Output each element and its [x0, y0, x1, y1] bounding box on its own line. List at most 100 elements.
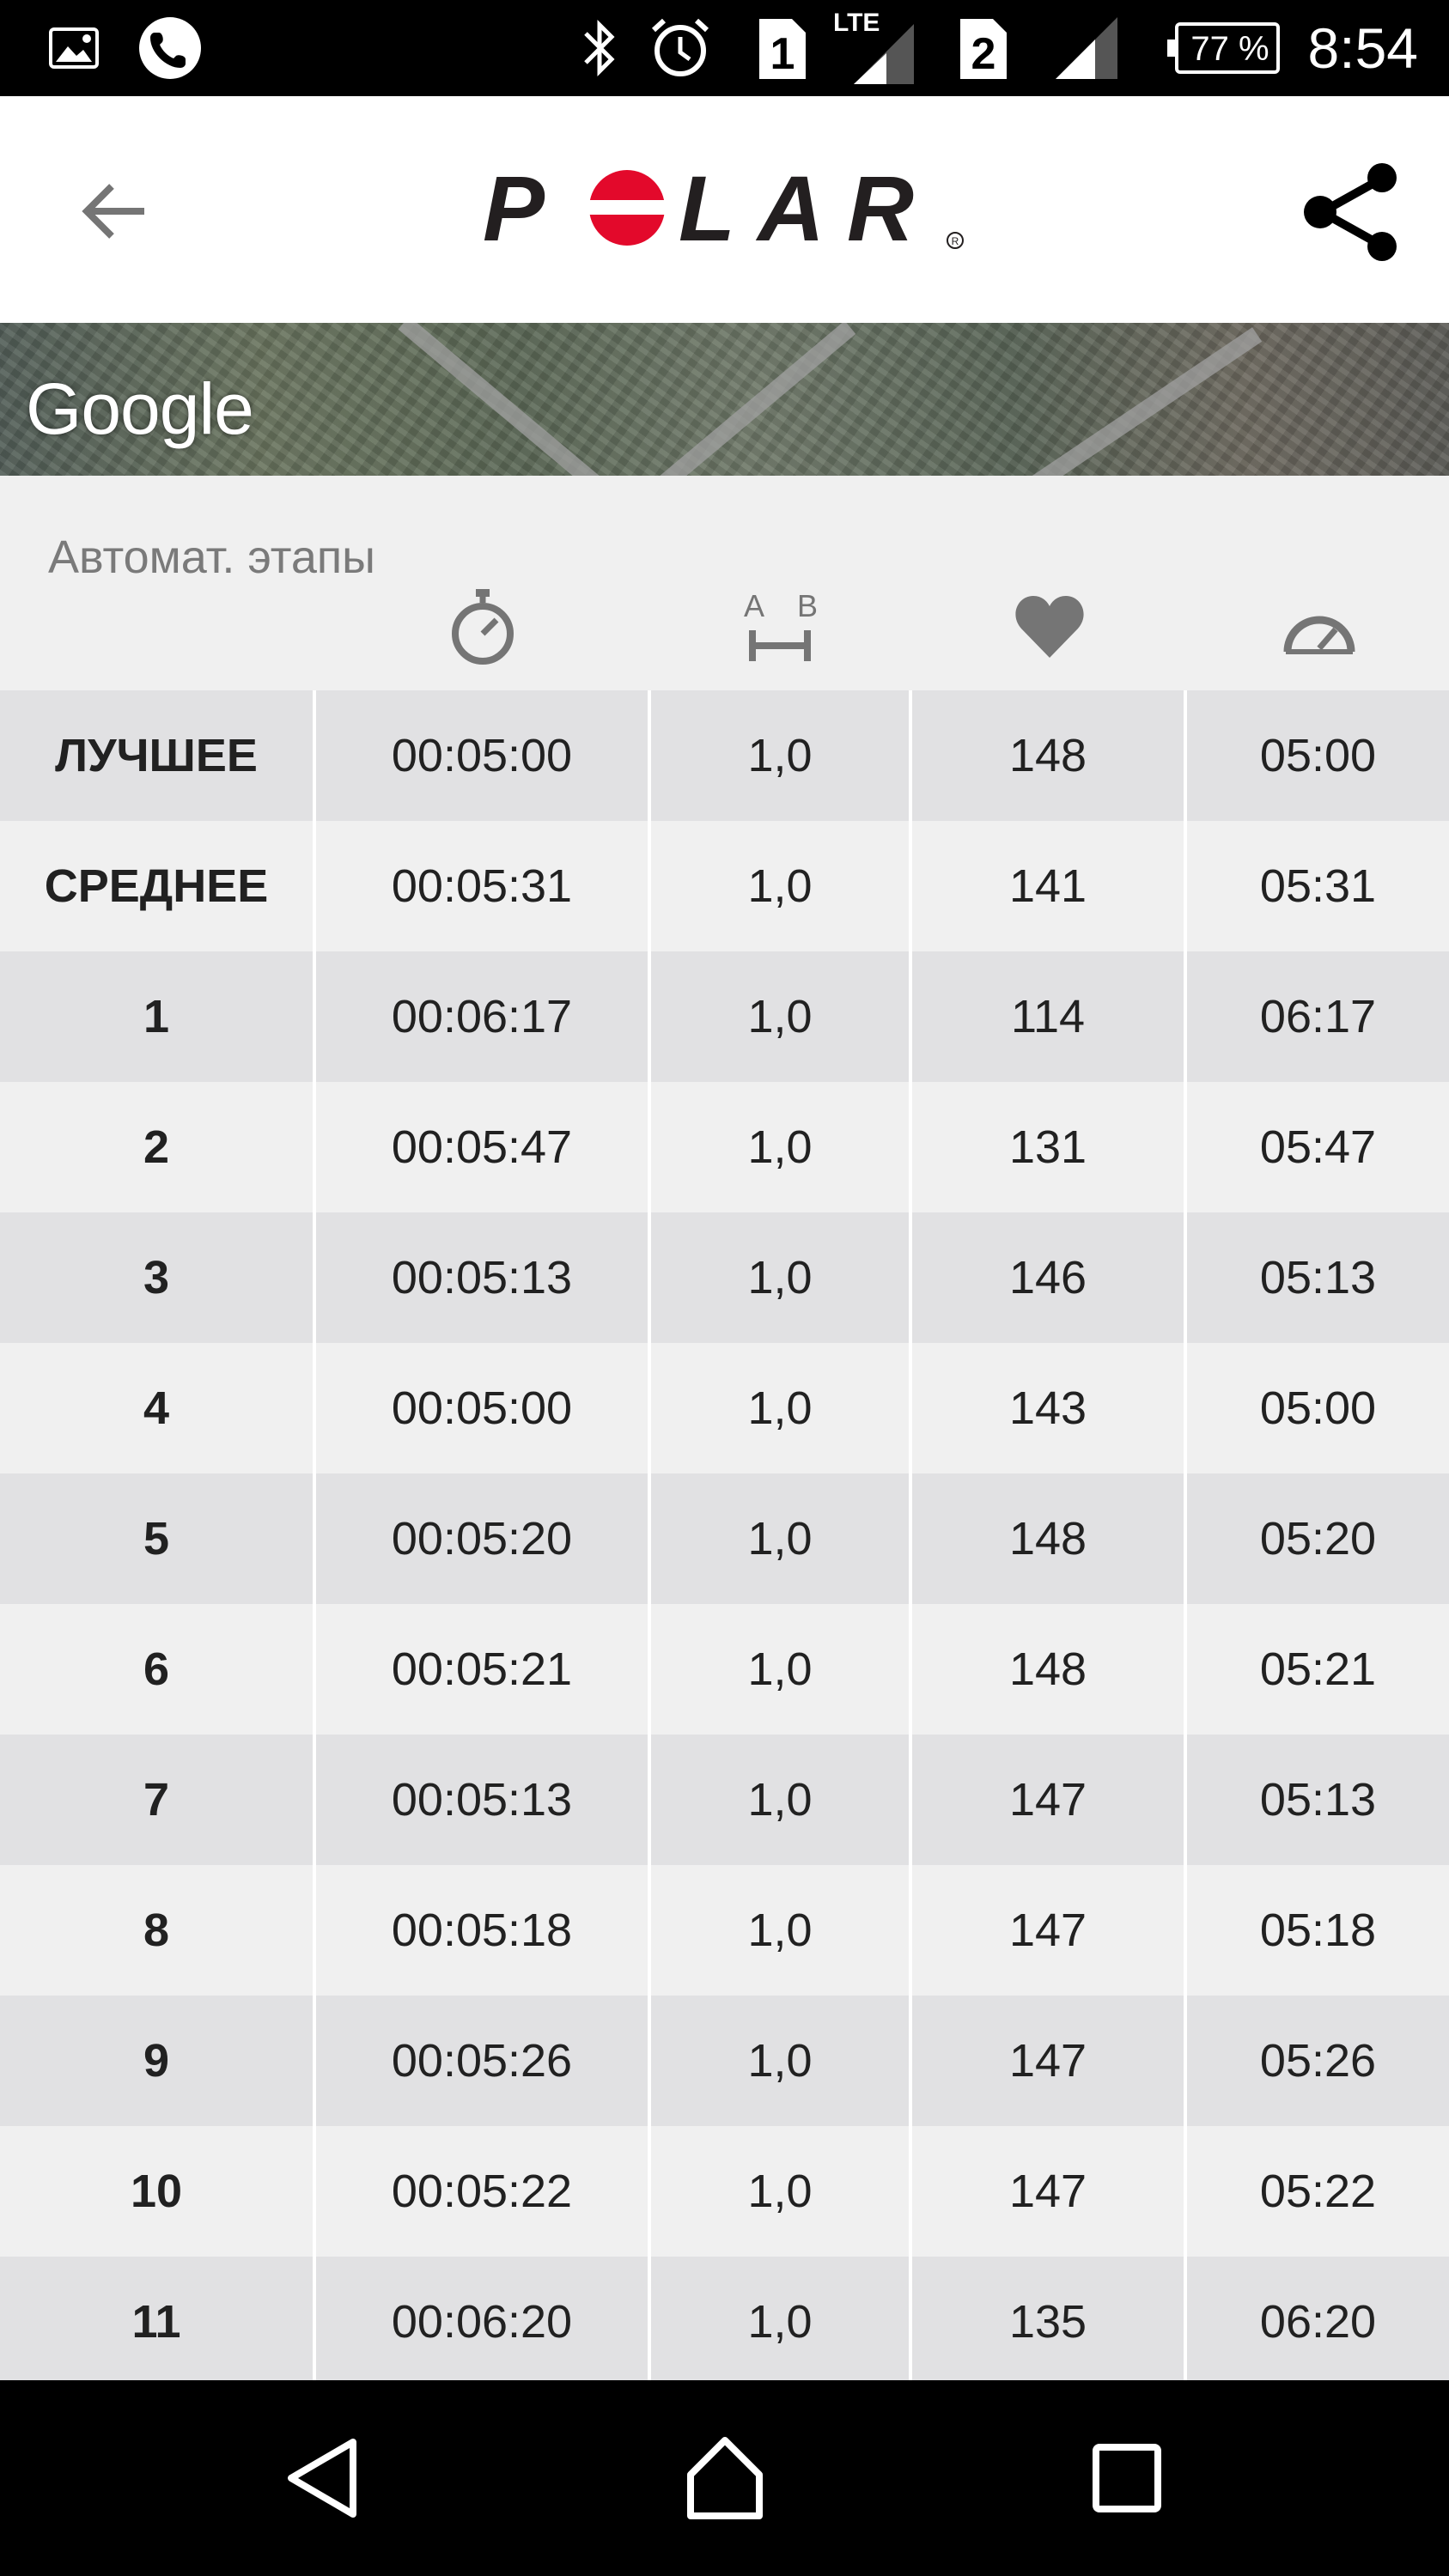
lap-pace: 05:13 — [1259, 1774, 1377, 1826]
battery-icon: 77 % — [1165, 0, 1282, 96]
lap-label: 7 — [143, 1774, 170, 1826]
lap-time: 00:05:18 — [391, 1905, 573, 1956]
column-divider — [909, 690, 912, 2380]
laps-table: ЛУЧШЕЕ 00:05:00 1,0 148 05:00 СРЕДНЕЕ 00:05:31… — [0, 690, 1449, 2387]
lap-time: 00:05:21 — [391, 1643, 573, 1695]
lap-heart-rate: 141 — [1008, 860, 1087, 912]
lap-time: 00:06:20 — [391, 2296, 573, 2348]
navigation-bar — [0, 2380, 1449, 2576]
nav-home-icon[interactable] — [639, 2380, 811, 2576]
column-divider — [1184, 690, 1187, 2380]
lap-label: 4 — [143, 1382, 170, 1434]
arrow-back-icon[interactable] — [69, 167, 158, 256]
lap-pace: 05:18 — [1259, 1905, 1377, 1956]
map-view[interactable]: Google — [0, 323, 1449, 476]
lap-time: 00:05:13 — [391, 1252, 573, 1303]
lap-time: 00:05:13 — [391, 1774, 573, 1826]
lap-distance: 1,0 — [747, 860, 813, 912]
bluetooth-icon — [574, 0, 625, 96]
table-row[interactable]: 9 00:05:26 1,0 147 05:26 — [0, 1996, 1449, 2126]
lap-heart-rate: 147 — [1008, 2035, 1087, 2087]
lap-distance: 1,0 — [747, 1774, 813, 1826]
signal-icon — [1048, 0, 1125, 96]
signal-icon: LTE — [830, 0, 916, 96]
lap-distance: 1,0 — [747, 730, 813, 781]
alarm-icon — [646, 0, 715, 96]
lap-heart-rate: 148 — [1008, 730, 1087, 781]
sim2-label: 2 — [971, 29, 996, 79]
lap-label: 9 — [143, 2035, 170, 2087]
table-row[interactable]: 2 00:05:47 1,0 131 05:47 — [0, 1082, 1449, 1212]
lap-pace: 05:22 — [1259, 2166, 1377, 2217]
polar-logo: P L A R R — [481, 156, 971, 260]
table-row[interactable]: СРЕДНЕЕ 00:05:31 1,0 141 05:31 — [0, 821, 1449, 951]
lap-pace: 05:20 — [1259, 1513, 1377, 1564]
lap-heart-rate: 146 — [1008, 1252, 1087, 1303]
stopwatch-icon — [316, 584, 649, 670]
lap-label: 8 — [143, 1905, 170, 1956]
gallery-icon — [48, 0, 100, 96]
sim1-icon: 1 — [756, 0, 809, 96]
svg-text:B: B — [797, 588, 818, 623]
phone-icon — [136, 0, 204, 96]
lap-distance: 1,0 — [747, 1905, 813, 1956]
table-row[interactable]: 3 00:05:13 1,0 146 05:13 — [0, 1212, 1449, 1343]
status-bar: 1 LTE 2 77 % 8:54 — [0, 0, 1449, 96]
lap-pace: 05:26 — [1259, 2035, 1377, 2087]
laps-title: Автомат. этапы — [48, 532, 375, 583]
lap-heart-rate: 114 — [1010, 991, 1086, 1042]
battery-level: 77 % — [1190, 30, 1269, 68]
table-row[interactable]: 4 00:05:00 1,0 143 05:00 — [0, 1343, 1449, 1473]
table-row[interactable]: 1 00:06:17 1,0 114 06:17 — [0, 951, 1449, 1082]
nav-recents-icon[interactable] — [1041, 2380, 1213, 2576]
lap-pace: 06:17 — [1259, 991, 1377, 1042]
lap-distance: 1,0 — [747, 2296, 813, 2348]
lap-heart-rate: 143 — [1008, 1382, 1087, 1434]
lap-pace: 05:21 — [1259, 1643, 1377, 1695]
svg-text:R: R — [847, 163, 914, 258]
lap-label: 11 — [131, 2296, 181, 2348]
clock: 8:54 — [1307, 16, 1418, 80]
table-row[interactable]: 11 00:06:20 1,0 135 06:20 — [0, 2257, 1449, 2387]
table-row[interactable]: 7 00:05:13 1,0 147 05:13 — [0, 1735, 1449, 1865]
table-row[interactable]: 10 00:05:22 1,0 147 05:22 — [0, 2126, 1449, 2257]
svg-text:R: R — [952, 235, 959, 247]
nav-back-icon[interactable] — [237, 2380, 409, 2576]
lap-distance: 1,0 — [747, 1513, 813, 1564]
lap-time: 00:05:20 — [391, 1513, 573, 1564]
svg-text:A: A — [755, 163, 825, 258]
table-row[interactable]: 6 00:05:21 1,0 148 05:21 — [0, 1604, 1449, 1735]
svg-text:P: P — [483, 163, 545, 258]
lap-pace: 05:00 — [1259, 730, 1377, 781]
heart-icon — [914, 584, 1185, 670]
lap-label: 3 — [143, 1252, 170, 1303]
lap-pace: 05:31 — [1259, 860, 1377, 912]
table-row[interactable]: 8 00:05:18 1,0 147 05:18 — [0, 1865, 1449, 1996]
lap-distance: 1,0 — [747, 2166, 813, 2217]
lap-time: 00:05:00 — [391, 730, 573, 781]
app-bar: P L A R R — [0, 96, 1449, 323]
lap-heart-rate: 148 — [1008, 1643, 1087, 1695]
lap-heart-rate: 131 — [1008, 1121, 1087, 1173]
lap-label: 1 — [143, 991, 170, 1042]
lap-time: 00:06:17 — [391, 991, 573, 1042]
lap-time: 00:05:31 — [391, 860, 573, 912]
lap-label: 6 — [143, 1643, 170, 1695]
column-divider — [648, 690, 651, 2380]
table-row[interactable]: 5 00:05:20 1,0 148 05:20 — [0, 1473, 1449, 1604]
lap-pace: 05:13 — [1259, 1252, 1377, 1303]
sim1-label: 1 — [770, 29, 795, 79]
google-attribution: Google — [26, 368, 254, 449]
lap-label: СРЕДНЕЕ — [44, 860, 269, 912]
lap-distance: 1,0 — [747, 1252, 813, 1303]
lap-heart-rate: 147 — [1008, 1905, 1087, 1956]
share-icon[interactable] — [1297, 158, 1405, 266]
lap-time: 00:05:47 — [391, 1121, 573, 1173]
lap-distance: 1,0 — [747, 2035, 813, 2087]
lap-time: 00:05:00 — [391, 1382, 573, 1434]
lap-distance: 1,0 — [747, 1121, 813, 1173]
map-texture — [0, 323, 1449, 476]
lap-pace: 05:00 — [1259, 1382, 1377, 1434]
table-row[interactable]: ЛУЧШЕЕ 00:05:00 1,0 148 05:00 — [0, 690, 1449, 821]
